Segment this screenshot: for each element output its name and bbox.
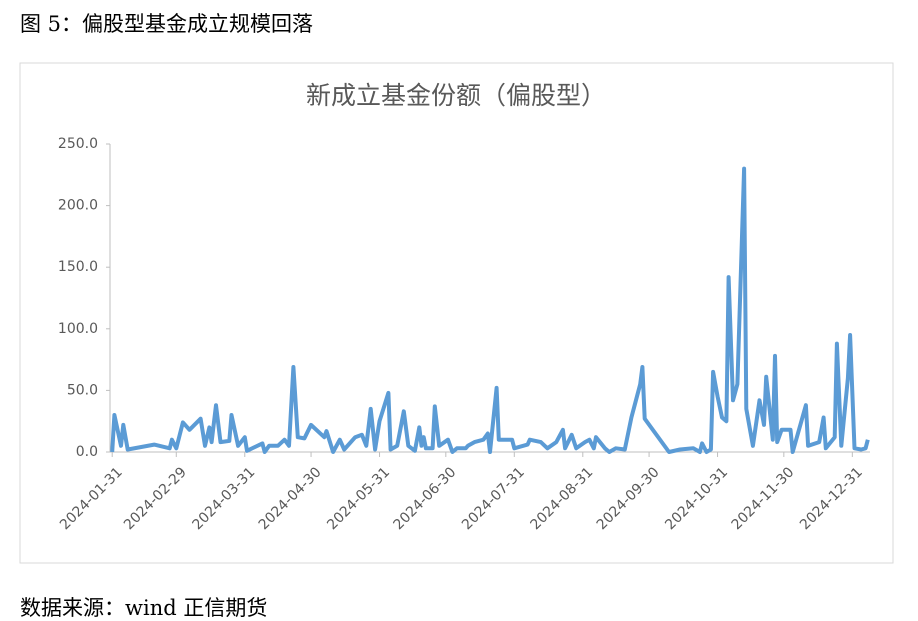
y-tick-label: 250.0 (58, 136, 98, 152)
data-line (110, 166, 870, 454)
y-tick-label: 0.0 (76, 444, 98, 460)
y-tick-label: 50.0 (67, 382, 98, 398)
chart-title: 新成立基金份额（偏股型） (306, 81, 606, 110)
source-note: 数据来源：wind 正信期货 (20, 596, 268, 620)
y-tick-label: 100.0 (58, 321, 98, 337)
y-tick-label: 150.0 (58, 259, 98, 275)
y-tick-label: 200.0 (58, 198, 98, 214)
figure-title: 图 5：偏股型基金成立规模回落 (20, 12, 314, 36)
chart-frame (19, 62, 894, 564)
